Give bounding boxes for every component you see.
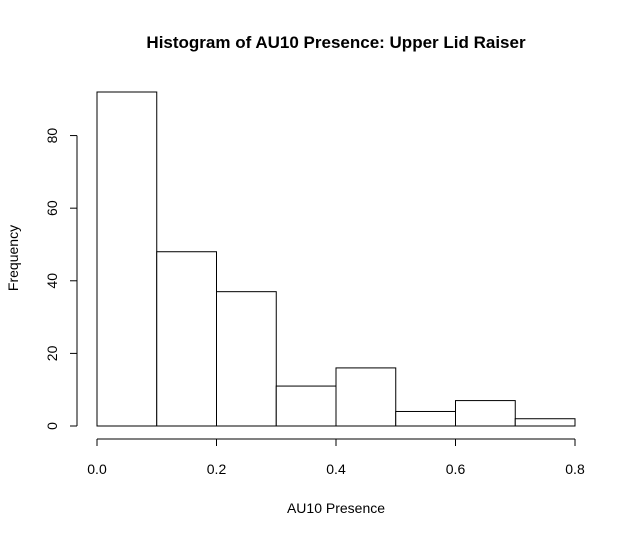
histogram-bar [514, 418, 576, 427]
y-tick-label: 20 [44, 345, 60, 361]
bars-group [96, 91, 576, 427]
y-axis-label: Frequency [5, 225, 21, 291]
x-tick-label: 0.4 [326, 461, 346, 477]
x-tick-label: 0.6 [446, 461, 466, 477]
histogram-bar [275, 385, 337, 427]
y-tick-label: 40 [44, 273, 60, 289]
y-tick-label: 60 [44, 200, 60, 216]
histogram-bar [335, 367, 397, 427]
x-tick-label: 0.8 [565, 461, 585, 477]
chart-title: Histogram of AU10 Presence: Upper Lid Ra… [146, 33, 526, 52]
x-tick-label: 0.0 [87, 461, 107, 477]
x-axis-label: AU10 Presence [287, 500, 385, 516]
y-axis: 0 20 40 60 80 [44, 128, 78, 430]
histogram-bar [156, 251, 217, 427]
x-axis: 0.0 0.2 0.4 0.6 0.8 [87, 438, 585, 477]
x-tick-label: 0.2 [207, 461, 227, 477]
y-tick-label: 80 [44, 128, 60, 144]
y-tick-label: 0 [44, 422, 60, 430]
histogram-bar [395, 410, 456, 427]
histogram-bar [216, 291, 277, 427]
histogram-bar [455, 400, 516, 427]
histogram-bar [96, 91, 158, 427]
